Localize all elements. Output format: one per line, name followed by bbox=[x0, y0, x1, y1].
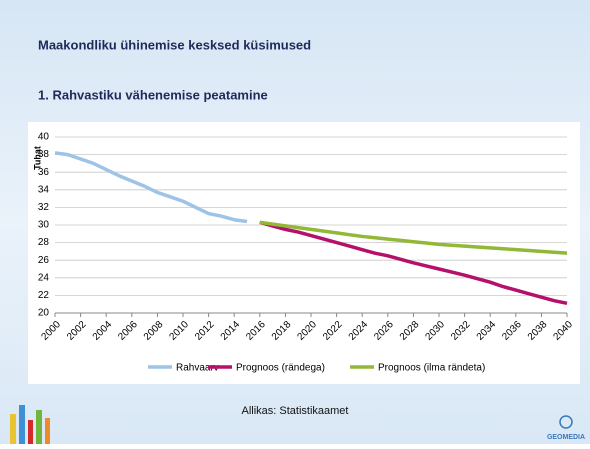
chart-area bbox=[28, 122, 580, 384]
series-line bbox=[259, 220, 568, 255]
series-line bbox=[54, 151, 248, 224]
source: Allikas: Statistikaamet bbox=[242, 405, 349, 417]
y-tick-label: 30 bbox=[38, 220, 50, 231]
decor bbox=[10, 405, 50, 444]
y-tick-label: 38 bbox=[38, 149, 50, 160]
y-tick-label: 24 bbox=[38, 272, 50, 283]
y-tick-label: 40 bbox=[38, 132, 50, 143]
y-tick-label: 26 bbox=[38, 255, 50, 266]
y-tick-label: 20 bbox=[38, 308, 50, 319]
legend-label: Rahvaarv bbox=[176, 363, 219, 374]
logo-icon bbox=[559, 415, 573, 429]
y-tick-label: 22 bbox=[38, 290, 50, 301]
logo: GEOMEDIA bbox=[547, 434, 585, 441]
y-axis-label: Tuhat bbox=[32, 146, 42, 170]
series-line bbox=[259, 220, 568, 306]
y-tick-label: 28 bbox=[38, 237, 50, 248]
slide-subtitle: 1. Rahvastiku vähenemise peatamine bbox=[38, 87, 268, 102]
y-tick-label: 32 bbox=[38, 202, 50, 213]
slide-title: Maakondliku ühinemise kesksed küsimused bbox=[38, 37, 311, 52]
y-tick-label: 36 bbox=[38, 167, 50, 178]
y-tick-label: 34 bbox=[38, 184, 50, 195]
legend-label: Prognoos (ilma rändeta) bbox=[378, 363, 485, 374]
legend-label: Prognoos (rändega) bbox=[236, 363, 325, 374]
